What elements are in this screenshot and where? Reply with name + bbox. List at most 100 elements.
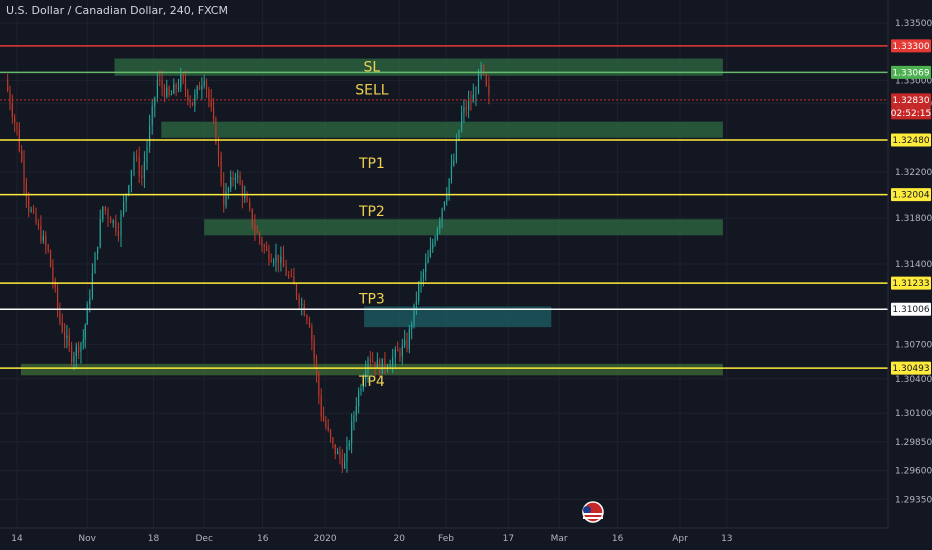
candle-body (397, 349, 399, 352)
candle-body (163, 88, 166, 97)
candles (7, 61, 490, 474)
candle-body (275, 254, 277, 262)
candle-body (234, 177, 236, 181)
candle-body (16, 122, 18, 130)
candle-body (249, 201, 251, 209)
annotation-label: TP3 (358, 291, 385, 307)
candle-body (227, 188, 229, 192)
price-label: 1.33300 (891, 39, 931, 53)
candle-body (306, 315, 308, 321)
candle-body (339, 451, 341, 459)
candle-body (277, 254, 279, 263)
candle-body (327, 427, 329, 431)
candle-body (112, 220, 114, 224)
candle-body (191, 102, 194, 106)
price-label-bg (891, 39, 931, 53)
candle-body (425, 262, 427, 273)
candle-body (225, 191, 227, 206)
candle-body (472, 94, 474, 103)
zone (20, 363, 723, 376)
candle-body (117, 231, 119, 237)
candle-body (143, 162, 145, 178)
candle-body (161, 80, 163, 89)
price-label: 1.32480 (891, 133, 931, 147)
candle-body (168, 87, 170, 96)
candle-body (341, 458, 343, 469)
candle-body (66, 335, 68, 339)
candle-body (99, 219, 101, 247)
candle-body (217, 143, 220, 156)
candle-body (273, 261, 275, 263)
flag-badge (582, 501, 604, 523)
candle-body (73, 356, 75, 363)
x-tick-label: Feb (438, 534, 454, 544)
candle-body (177, 87, 180, 89)
candle-body (115, 220, 117, 232)
price-label-text: 1.33069 (892, 68, 929, 78)
y-tick-label: 1.30700 (895, 340, 932, 350)
candle-body (376, 359, 378, 368)
candle-body (280, 256, 282, 263)
candle-body (52, 266, 54, 282)
zone (204, 219, 723, 236)
candle-body (82, 339, 84, 343)
candle-body (210, 99, 212, 108)
price-label-bg (891, 361, 931, 375)
candle-body (441, 208, 443, 221)
price-labels: 1.33300 1.33069 1.32830 02:52:15 1.32480 1.32… (891, 39, 931, 375)
candle-body (75, 345, 77, 357)
candle-body (154, 97, 156, 107)
candle-body (353, 415, 355, 422)
annotation-label: TP4 (358, 374, 385, 390)
price-label: 1.33069 (891, 65, 931, 79)
candle-body (485, 73, 487, 86)
candle-body (198, 86, 201, 90)
candle-body (203, 81, 205, 86)
candle-body (399, 351, 401, 357)
candle-body (329, 430, 332, 438)
annotation-label: TP1 (358, 156, 385, 172)
candle-body (194, 94, 196, 106)
candle-body (180, 74, 182, 88)
price-label-bg (891, 106, 931, 120)
candle-body (418, 283, 420, 301)
candle-body (461, 112, 463, 131)
candle-body (141, 175, 143, 178)
candle-body (14, 117, 16, 123)
candle-body (446, 193, 448, 202)
candle-body (360, 389, 362, 392)
price-label: 1.31006 (891, 302, 931, 316)
candle-body (123, 201, 125, 214)
candle-body (386, 366, 389, 368)
price-label: 02:52:15 (891, 106, 931, 120)
candle-body (263, 245, 265, 247)
y-tick-label: 1.31800 (895, 214, 932, 224)
candle-body (71, 345, 73, 363)
candle-body (205, 81, 208, 90)
candle-body (86, 304, 88, 325)
candle-body (208, 89, 210, 100)
candle-body (401, 345, 403, 357)
candle-body (246, 196, 248, 202)
candle-body (170, 93, 173, 96)
candle-body (315, 358, 318, 375)
candle-body (318, 374, 320, 396)
y-tick-label: 1.29600 (895, 467, 932, 477)
price-label-text: 1.32004 (892, 191, 929, 201)
price-label-text: 1.32480 (892, 136, 929, 146)
candle-body (97, 246, 99, 254)
candle-body (11, 104, 13, 118)
candle-body (320, 395, 322, 417)
candle-body (429, 248, 431, 257)
candle-body (348, 443, 350, 446)
candle-body (351, 421, 353, 444)
candle-body (432, 243, 434, 249)
candle-body (54, 281, 56, 288)
candle-body (365, 371, 367, 380)
candle-body (232, 177, 234, 181)
x-axis: 14 Nov 18 Dec 16 2020 20 Feb 17 Mar 16 Apr 13 (11, 534, 732, 544)
candle-body (436, 228, 439, 239)
candle-body (25, 182, 27, 197)
